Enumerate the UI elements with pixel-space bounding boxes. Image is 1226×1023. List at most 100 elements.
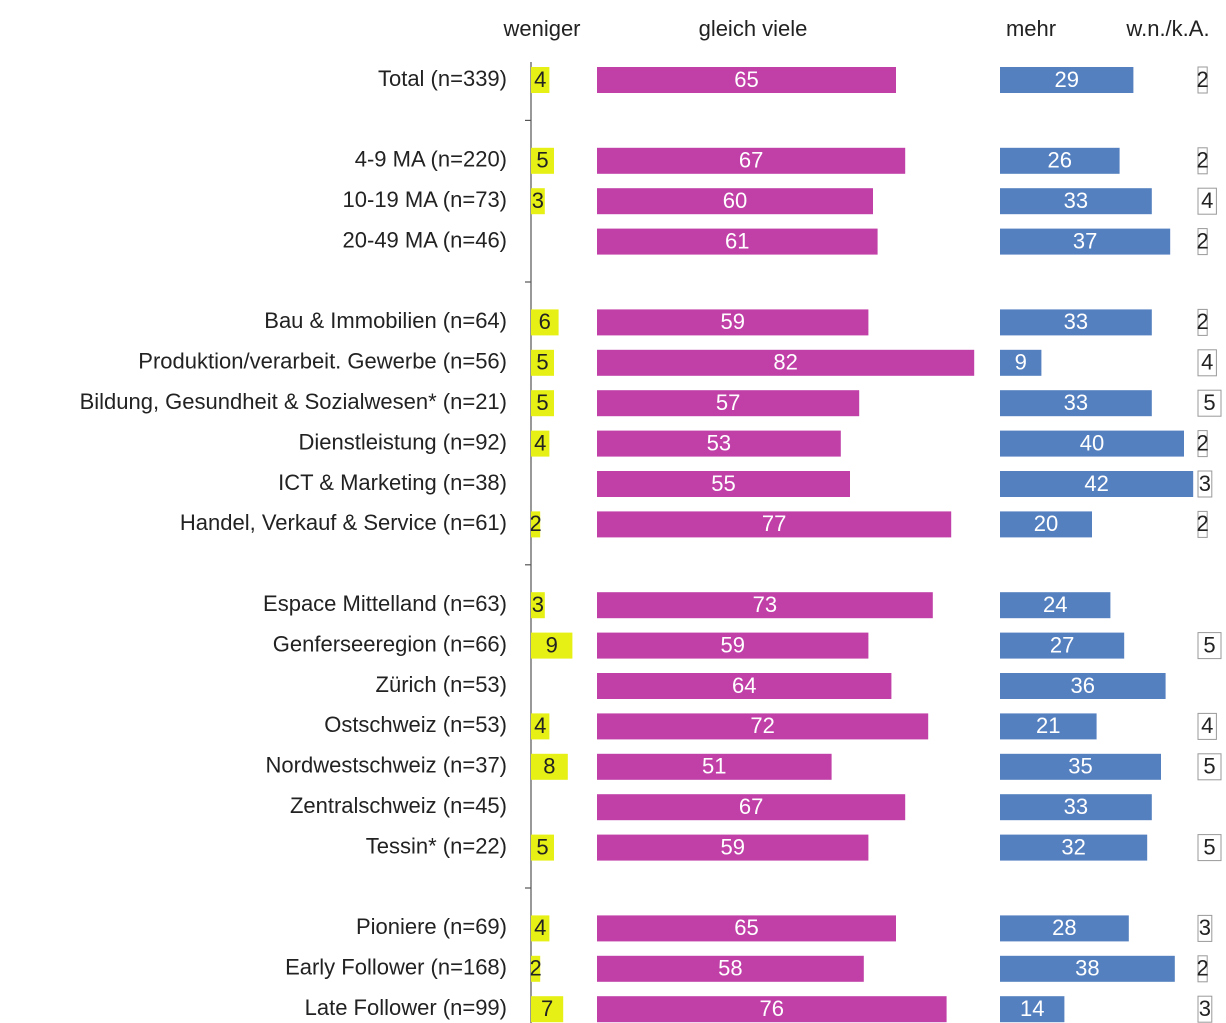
bar: [597, 228, 878, 255]
value-label: 3: [1199, 471, 1211, 496]
bar: [597, 753, 832, 780]
bar: [597, 713, 929, 740]
bar: [531, 592, 545, 619]
value-label: 4: [534, 915, 546, 940]
value-label: 32: [1061, 834, 1085, 859]
bar: [1000, 834, 1148, 861]
value-label: 3: [532, 188, 544, 213]
bar: [597, 67, 896, 93]
category-label: Nordwestschweiz (n=37): [266, 753, 507, 778]
bar: [1000, 228, 1171, 255]
value-label: 33: [1064, 309, 1088, 334]
value-label: 2: [1196, 511, 1208, 536]
category-label: Pioniere (n=69): [356, 914, 507, 939]
value-label: 38: [1075, 956, 1099, 981]
series-header: weniger: [502, 16, 580, 41]
value-label: 5: [536, 350, 548, 375]
value-label: 65: [734, 915, 758, 940]
bar: [1000, 67, 1134, 93]
value-label: 5: [1203, 390, 1215, 415]
series-header: w.n./k.A.: [1125, 16, 1209, 41]
value-label: 27: [1050, 632, 1074, 657]
value-label: 61: [725, 228, 749, 253]
bar: [1000, 430, 1184, 457]
value-label: 2: [1196, 228, 1208, 253]
category-label: Late Follower (n=99): [305, 995, 507, 1020]
value-label: 77: [762, 511, 786, 536]
value-label: 67: [739, 794, 763, 819]
value-label: 76: [760, 996, 784, 1021]
value-label: 59: [720, 632, 744, 657]
value-label: 53: [707, 430, 731, 455]
bar: [597, 996, 947, 1023]
bar: [1000, 673, 1166, 699]
value-label: 9: [1015, 350, 1027, 375]
value-label: 59: [720, 834, 744, 859]
bar: [1000, 592, 1111, 619]
category-label: 10-19 MA (n=73): [343, 187, 507, 212]
bar: [597, 188, 873, 215]
value-label: 2: [529, 956, 541, 981]
value-label: 28: [1052, 915, 1076, 940]
value-label: 24: [1043, 592, 1067, 617]
value-label: 4: [534, 67, 546, 92]
bar: [1000, 713, 1097, 740]
value-label: 58: [718, 956, 742, 981]
bar: [597, 955, 864, 982]
bar: [1197, 632, 1222, 660]
bar: [531, 188, 545, 215]
value-label: 20: [1034, 511, 1058, 536]
value-label: 65: [734, 67, 758, 92]
bar: [597, 915, 896, 942]
bar: [1000, 794, 1152, 821]
value-label: 2: [1196, 430, 1208, 455]
bar: [1000, 632, 1125, 659]
bar: [1000, 471, 1194, 497]
bar: [1197, 955, 1208, 983]
bar: [1000, 996, 1065, 1023]
value-label: 4: [534, 713, 546, 738]
category-label: Handel, Verkauf & Service (n=61): [180, 510, 507, 535]
value-label: 4: [1201, 350, 1213, 375]
bar: [1000, 753, 1161, 780]
value-label: 73: [753, 592, 777, 617]
category-label: Tessin* (n=22): [366, 833, 507, 858]
category-label: Early Follower (n=168): [285, 955, 507, 980]
bar: [531, 511, 541, 538]
bar: [597, 309, 869, 336]
value-label: 51: [702, 754, 726, 779]
value-label: 7: [541, 996, 553, 1021]
value-label: 2: [1196, 956, 1208, 981]
value-label: 2: [1196, 309, 1208, 334]
value-label: 67: [739, 148, 763, 173]
category-label: Espace Mittelland (n=63): [263, 591, 507, 616]
bar: [1197, 995, 1213, 1023]
bar: [1000, 511, 1092, 538]
bar: [1000, 188, 1152, 215]
value-label: 5: [1203, 632, 1215, 657]
bar: [1197, 187, 1217, 215]
bar: [1000, 915, 1129, 942]
bar: [1000, 147, 1120, 174]
bar: [1197, 834, 1222, 862]
value-label: 5: [536, 148, 548, 173]
value-label: 64: [732, 673, 756, 698]
value-label: 8: [543, 754, 555, 779]
bar: [1197, 349, 1217, 377]
bar: [1000, 955, 1175, 982]
value-label: 3: [1199, 996, 1211, 1021]
bar: [1197, 228, 1208, 256]
value-label: 35: [1068, 754, 1092, 779]
value-label: 29: [1054, 67, 1078, 92]
bar: [1197, 389, 1222, 417]
value-label: 5: [536, 390, 548, 415]
value-label: 33: [1064, 390, 1088, 415]
bar: [1197, 430, 1208, 458]
value-label: 4: [534, 430, 546, 455]
bar: [1197, 712, 1217, 740]
bar: [531, 915, 550, 942]
value-label: 21: [1036, 713, 1060, 738]
bar: [1000, 309, 1152, 336]
value-label: 2: [529, 511, 541, 536]
